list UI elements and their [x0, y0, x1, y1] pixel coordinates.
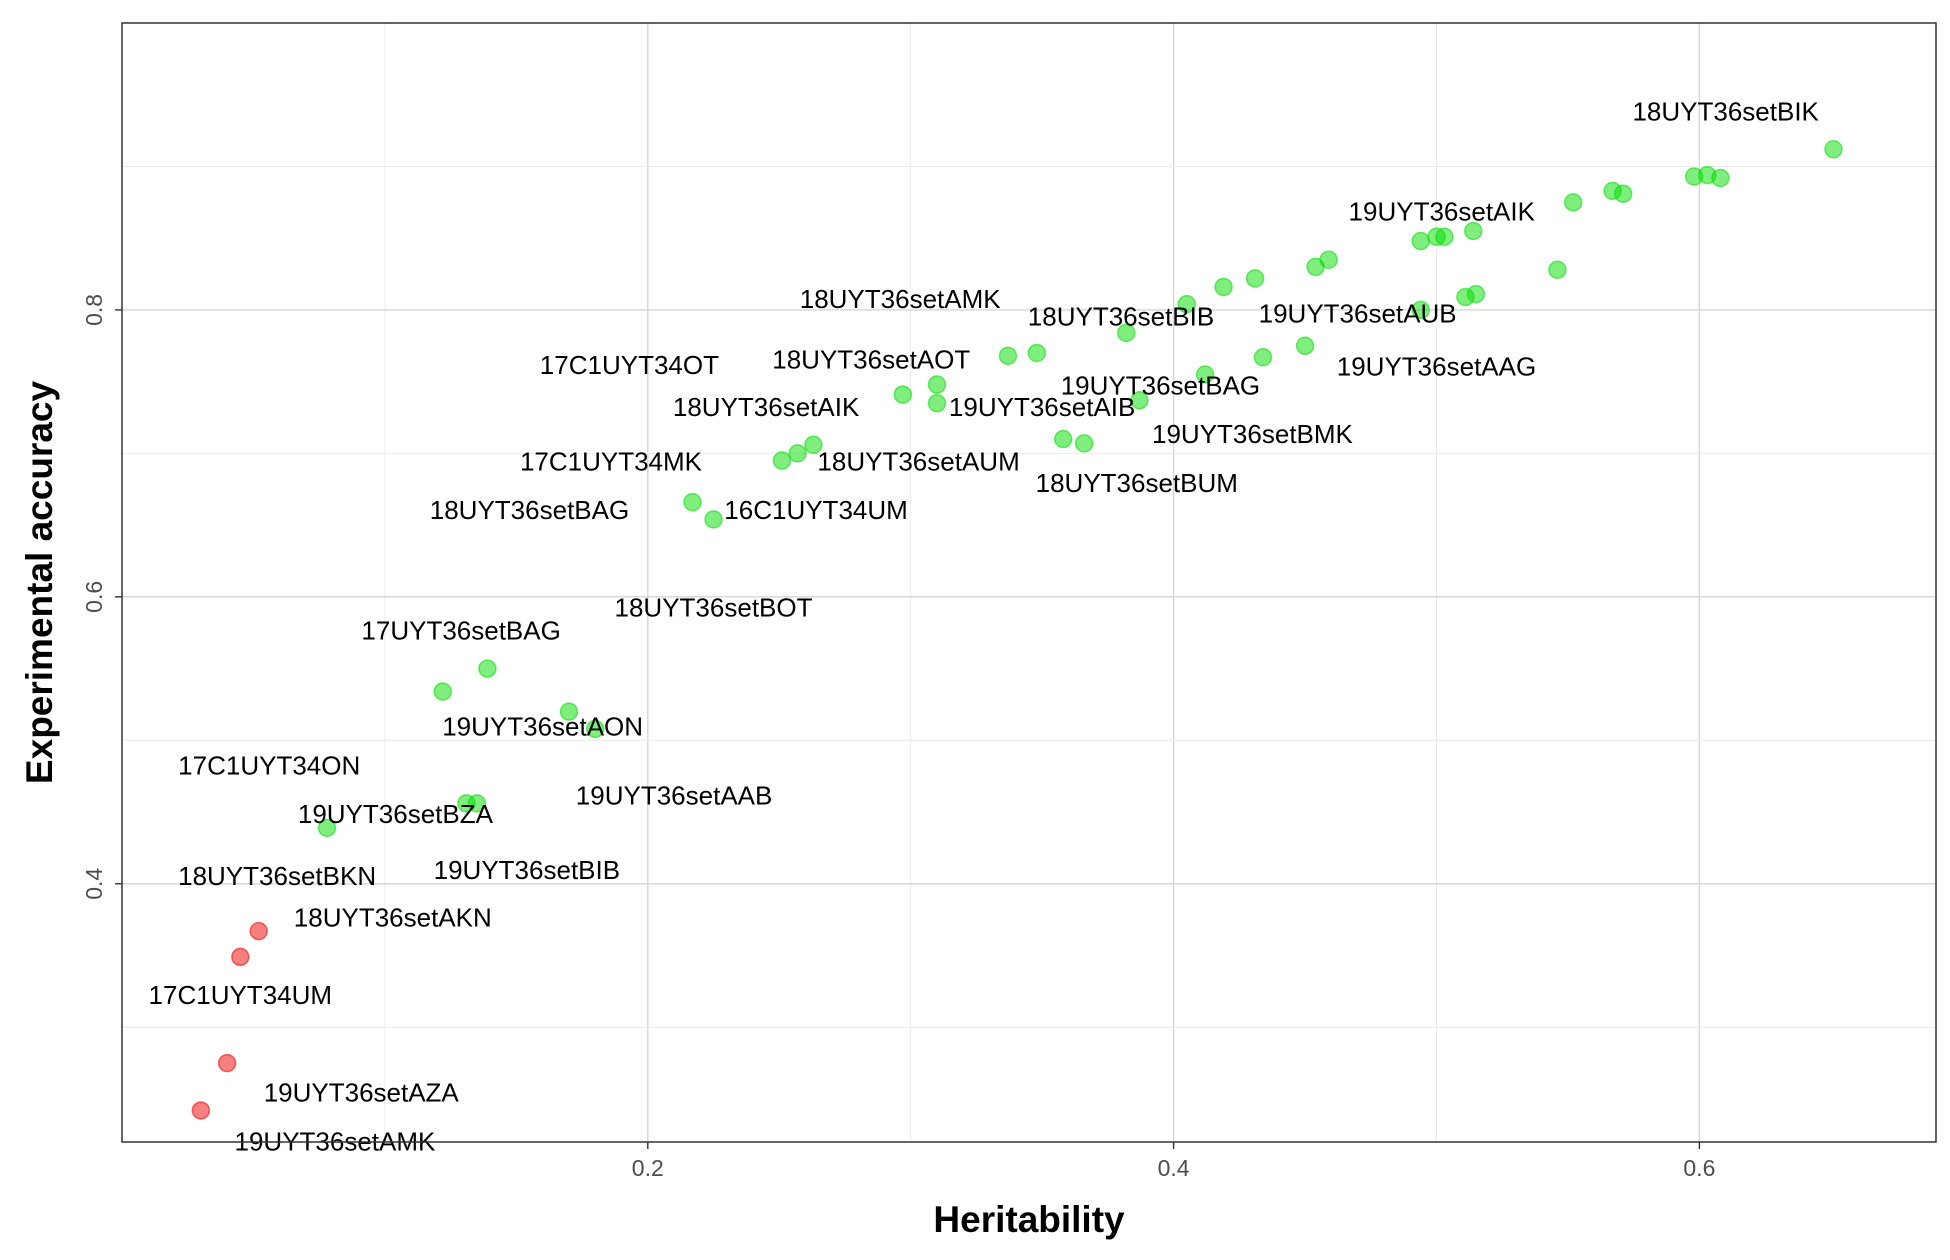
x-axis-title: Heritability	[933, 1199, 1125, 1240]
x-tick-label: 0.4	[1158, 1155, 1190, 1181]
data-point	[998, 346, 1018, 366]
point-label: 18UYT36setBIK	[1632, 96, 1819, 126]
axis-ticks: 0.2 0.4 0.6 0.4 0.6 0.8	[81, 294, 1715, 1181]
point-labels: 18UYT36setBIK 19UYT36setAIK 18UYT36setAMK 1…	[149, 96, 1820, 1156]
data-point-low	[231, 947, 250, 967]
point-label: 19UYT36setBZA	[298, 799, 494, 829]
point-label: 17UYT36setBAG	[361, 616, 560, 646]
data-point	[585, 719, 605, 739]
data-point	[317, 818, 337, 838]
data-point	[1214, 277, 1233, 297]
point-label: 18UYT36setAMK	[800, 284, 1002, 314]
point-label: 18UYT36setBKN	[178, 861, 376, 891]
data-point	[1427, 227, 1446, 247]
point-label: 19UYT36setAAG	[1337, 352, 1536, 382]
point-label: 17C1UYT34UM	[149, 980, 333, 1010]
point-label: 19UYT36setAIK	[1349, 197, 1536, 227]
data-point	[1195, 365, 1215, 384]
data-point	[433, 682, 452, 701]
point-label: 19UYT36setAON	[442, 712, 643, 742]
data-point	[1548, 260, 1567, 280]
point-label: 17C1UYT34ON	[178, 750, 360, 780]
point-label: 19UYT36setAAB	[576, 781, 773, 811]
x-tick-label: 0.2	[632, 1155, 664, 1181]
data-point	[1563, 193, 1583, 212]
data-point	[1053, 429, 1073, 449]
data-point	[1117, 323, 1136, 343]
data-point	[927, 375, 947, 394]
data-point	[559, 702, 579, 721]
data-point	[804, 435, 823, 455]
point-label: 18UYT36setAUM	[817, 446, 1019, 476]
data-point	[1824, 139, 1843, 159]
data-point	[1411, 231, 1430, 251]
data-point	[1130, 391, 1149, 410]
point-label: 18UYT36setBAG	[430, 495, 629, 525]
data-point	[893, 385, 913, 404]
data-point	[927, 393, 947, 413]
point-label: 19UYT36setBMK	[1152, 419, 1354, 449]
point-label: 19UYT36setAIB	[949, 392, 1135, 422]
data-point	[1411, 300, 1430, 320]
point-label: 18UYT36setAKN	[294, 903, 492, 933]
point-label: 18UYT36setBIB	[1028, 301, 1214, 331]
data-point	[478, 659, 497, 678]
data-point	[1456, 287, 1475, 307]
y-axis-title: Experimental accuracy	[19, 381, 60, 785]
data-point-low	[191, 1101, 211, 1120]
data-point	[788, 444, 807, 463]
data-point-low	[217, 1053, 237, 1073]
data-point	[704, 510, 723, 529]
data-point	[1464, 221, 1483, 241]
data-point	[1245, 269, 1265, 288]
data-point	[457, 794, 476, 813]
point-label: 19UYT36setAZA	[264, 1078, 460, 1108]
data-point	[1027, 343, 1047, 363]
data-point	[772, 451, 792, 470]
point-label: 18UYT36setBUM	[1036, 468, 1238, 498]
y-tick-label: 0.4	[81, 868, 107, 900]
point-label: 18UYT36setAOT	[772, 344, 970, 374]
point-label: 19UYT36setBIB	[434, 855, 620, 885]
x-tick-label: 0.6	[1683, 1155, 1715, 1181]
point-label: 17C1UYT34OT	[540, 350, 719, 380]
data-point	[1074, 434, 1094, 453]
point-label: 19UYT36setAUB	[1259, 299, 1457, 329]
y-tick-label: 0.6	[81, 581, 107, 613]
point-label: 16C1UYT34UM	[724, 495, 908, 525]
data-point	[1177, 294, 1196, 314]
data-point	[1306, 257, 1325, 277]
data-point	[683, 492, 702, 512]
y-tick-label: 0.8	[81, 294, 107, 326]
data-point-low	[249, 921, 268, 941]
data-point	[1684, 167, 1704, 186]
data-points	[191, 139, 1843, 1120]
point-label: 19UYT36setBAG	[1061, 370, 1260, 400]
point-label: 18UYT36setBOT	[615, 593, 813, 623]
data-point	[1603, 181, 1622, 201]
panel-border	[121, 22, 1937, 1143]
data-point	[1253, 348, 1273, 367]
point-label: 17C1UYT34MK	[520, 446, 703, 476]
data-point	[1295, 336, 1315, 356]
point-label: 18UYT36setAIK	[673, 392, 860, 422]
